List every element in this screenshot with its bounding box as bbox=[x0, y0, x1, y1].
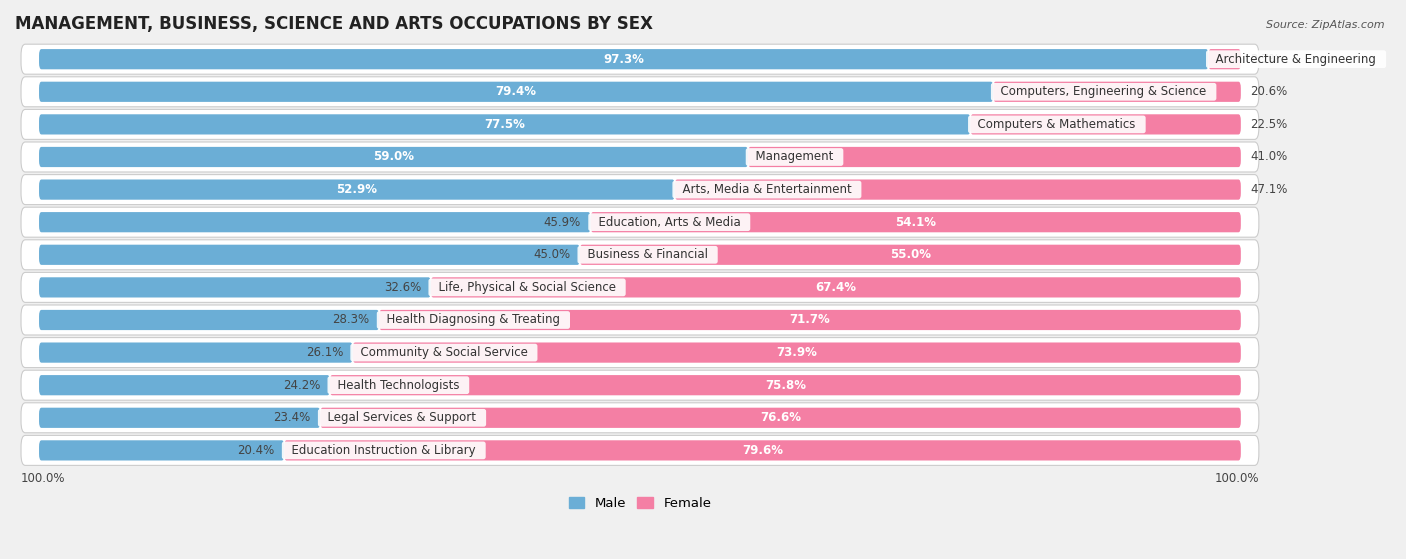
FancyBboxPatch shape bbox=[39, 212, 591, 233]
FancyBboxPatch shape bbox=[430, 277, 1241, 297]
FancyBboxPatch shape bbox=[353, 343, 1241, 363]
Text: 22.5%: 22.5% bbox=[1250, 118, 1288, 131]
Text: Arts, Media & Entertainment: Arts, Media & Entertainment bbox=[675, 183, 859, 196]
FancyBboxPatch shape bbox=[21, 110, 1258, 139]
Text: 100.0%: 100.0% bbox=[1215, 472, 1258, 485]
FancyBboxPatch shape bbox=[970, 114, 1241, 135]
FancyBboxPatch shape bbox=[579, 245, 1241, 265]
Text: Health Diagnosing & Treating: Health Diagnosing & Treating bbox=[380, 314, 568, 326]
Text: 59.0%: 59.0% bbox=[373, 150, 413, 163]
Text: Health Technologists: Health Technologists bbox=[330, 378, 467, 392]
Text: 47.1%: 47.1% bbox=[1250, 183, 1288, 196]
Text: 28.3%: 28.3% bbox=[332, 314, 370, 326]
FancyBboxPatch shape bbox=[591, 212, 1241, 233]
FancyBboxPatch shape bbox=[39, 114, 970, 135]
FancyBboxPatch shape bbox=[21, 44, 1258, 74]
Text: Life, Physical & Social Science: Life, Physical & Social Science bbox=[430, 281, 623, 294]
FancyBboxPatch shape bbox=[21, 403, 1258, 433]
Text: Legal Services & Support: Legal Services & Support bbox=[321, 411, 484, 424]
Text: Education, Arts & Media: Education, Arts & Media bbox=[591, 216, 748, 229]
Text: Architecture & Engineering: Architecture & Engineering bbox=[1208, 53, 1384, 66]
Text: 20.4%: 20.4% bbox=[238, 444, 274, 457]
Text: 79.6%: 79.6% bbox=[742, 444, 783, 457]
Text: 71.7%: 71.7% bbox=[790, 314, 831, 326]
Text: 76.6%: 76.6% bbox=[761, 411, 801, 424]
FancyBboxPatch shape bbox=[284, 440, 1241, 461]
FancyBboxPatch shape bbox=[39, 147, 748, 167]
FancyBboxPatch shape bbox=[21, 207, 1258, 237]
Text: Education Instruction & Library: Education Instruction & Library bbox=[284, 444, 484, 457]
Legend: Male, Female: Male, Female bbox=[564, 491, 717, 515]
Text: 41.0%: 41.0% bbox=[1250, 150, 1288, 163]
FancyBboxPatch shape bbox=[1208, 49, 1241, 69]
Text: Computers & Mathematics: Computers & Mathematics bbox=[970, 118, 1143, 131]
FancyBboxPatch shape bbox=[21, 370, 1258, 400]
FancyBboxPatch shape bbox=[39, 49, 1208, 69]
Text: 52.9%: 52.9% bbox=[336, 183, 377, 196]
FancyBboxPatch shape bbox=[39, 375, 330, 395]
Text: 55.0%: 55.0% bbox=[890, 248, 931, 261]
Text: 77.5%: 77.5% bbox=[484, 118, 526, 131]
FancyBboxPatch shape bbox=[380, 310, 1241, 330]
Text: Source: ZipAtlas.com: Source: ZipAtlas.com bbox=[1267, 20, 1385, 30]
FancyBboxPatch shape bbox=[21, 174, 1258, 205]
Text: 45.0%: 45.0% bbox=[533, 248, 571, 261]
FancyBboxPatch shape bbox=[39, 82, 993, 102]
Text: 20.6%: 20.6% bbox=[1250, 86, 1288, 98]
Text: Community & Social Service: Community & Social Service bbox=[353, 346, 536, 359]
Text: Computers, Engineering & Science: Computers, Engineering & Science bbox=[993, 86, 1213, 98]
FancyBboxPatch shape bbox=[21, 338, 1258, 368]
Text: 23.4%: 23.4% bbox=[273, 411, 311, 424]
Text: 45.9%: 45.9% bbox=[544, 216, 581, 229]
FancyBboxPatch shape bbox=[21, 142, 1258, 172]
FancyBboxPatch shape bbox=[39, 179, 675, 200]
FancyBboxPatch shape bbox=[39, 277, 430, 297]
FancyBboxPatch shape bbox=[39, 440, 284, 461]
FancyBboxPatch shape bbox=[21, 240, 1258, 270]
Text: 32.6%: 32.6% bbox=[384, 281, 422, 294]
FancyBboxPatch shape bbox=[39, 310, 380, 330]
Text: MANAGEMENT, BUSINESS, SCIENCE AND ARTS OCCUPATIONS BY SEX: MANAGEMENT, BUSINESS, SCIENCE AND ARTS O… bbox=[15, 15, 652, 33]
FancyBboxPatch shape bbox=[748, 147, 1241, 167]
Text: Management: Management bbox=[748, 150, 841, 163]
Text: 97.3%: 97.3% bbox=[603, 53, 644, 66]
Text: 100.0%: 100.0% bbox=[21, 472, 66, 485]
FancyBboxPatch shape bbox=[21, 272, 1258, 302]
FancyBboxPatch shape bbox=[39, 343, 353, 363]
Text: 79.4%: 79.4% bbox=[496, 86, 537, 98]
Text: 67.4%: 67.4% bbox=[815, 281, 856, 294]
FancyBboxPatch shape bbox=[675, 179, 1241, 200]
Text: 26.1%: 26.1% bbox=[305, 346, 343, 359]
Text: 75.8%: 75.8% bbox=[765, 378, 806, 392]
Text: 73.9%: 73.9% bbox=[776, 346, 817, 359]
FancyBboxPatch shape bbox=[321, 408, 1241, 428]
FancyBboxPatch shape bbox=[330, 375, 1241, 395]
Text: Business & Financial: Business & Financial bbox=[579, 248, 716, 261]
FancyBboxPatch shape bbox=[21, 77, 1258, 107]
FancyBboxPatch shape bbox=[21, 305, 1258, 335]
Text: 54.1%: 54.1% bbox=[896, 216, 936, 229]
FancyBboxPatch shape bbox=[993, 82, 1241, 102]
Text: 2.7%: 2.7% bbox=[1250, 53, 1281, 66]
FancyBboxPatch shape bbox=[21, 435, 1258, 466]
Text: 24.2%: 24.2% bbox=[283, 378, 321, 392]
FancyBboxPatch shape bbox=[39, 245, 579, 265]
FancyBboxPatch shape bbox=[39, 408, 321, 428]
